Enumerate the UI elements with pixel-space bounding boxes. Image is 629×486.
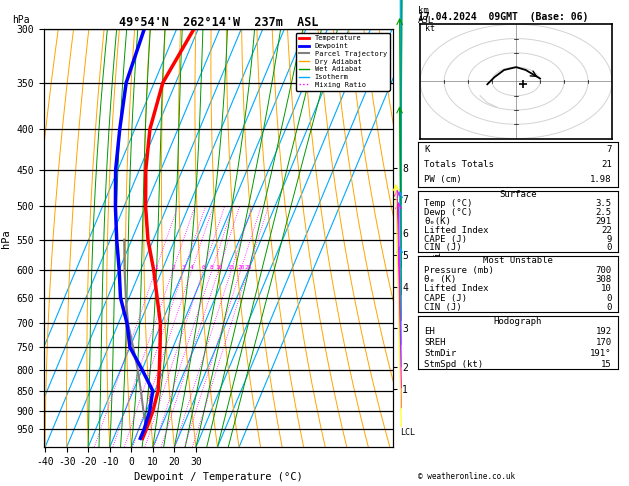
Text: Surface: Surface [499,191,537,199]
Text: 10: 10 [215,265,223,270]
Text: 0: 0 [606,243,611,252]
Text: 20: 20 [237,265,245,270]
Text: © weatheronline.co.uk: © weatheronline.co.uk [418,472,515,481]
Text: 17.04.2024  09GMT  (Base: 06): 17.04.2024 09GMT (Base: 06) [418,12,589,22]
Text: 191°: 191° [590,349,611,358]
Y-axis label: hPa: hPa [1,229,11,247]
Text: PW (cm): PW (cm) [425,175,462,184]
Text: CIN (J): CIN (J) [425,243,462,252]
Text: CAPE (J): CAPE (J) [425,235,467,243]
Text: 6: 6 [201,265,205,270]
Text: 1: 1 [154,265,157,270]
Text: θₑ (K): θₑ (K) [425,275,457,284]
Text: hPa: hPa [13,15,30,25]
Text: 15: 15 [601,360,611,368]
Text: Lifted Index: Lifted Index [425,226,489,235]
Text: 1.98: 1.98 [590,175,611,184]
Text: 9: 9 [606,235,611,243]
Text: 8: 8 [210,265,214,270]
Text: CAPE (J): CAPE (J) [425,294,467,303]
Text: 0: 0 [606,303,611,312]
Text: Most Unstable: Most Unstable [483,256,553,265]
Text: EH: EH [425,328,435,336]
Text: 3.5: 3.5 [596,199,611,208]
Text: CIN (J): CIN (J) [425,303,462,312]
Text: 15: 15 [228,265,235,270]
Text: 2.5: 2.5 [596,208,611,217]
Text: θₑ(K): θₑ(K) [425,217,451,226]
Text: 291: 291 [596,217,611,226]
Text: km
ASL: km ASL [418,5,433,25]
Text: SREH: SREH [425,338,446,347]
Text: Dewp (°C): Dewp (°C) [425,208,472,217]
Text: 7: 7 [606,145,611,154]
Text: 21: 21 [601,160,611,169]
Text: 25: 25 [245,265,252,270]
Text: Lifted Index: Lifted Index [425,284,489,293]
Text: kt: kt [425,24,435,34]
Text: Totals Totals: Totals Totals [425,160,494,169]
Text: Hodograph: Hodograph [494,317,542,326]
Text: Mixing Ratio (g/kg): Mixing Ratio (g/kg) [434,211,443,307]
Text: 308: 308 [596,275,611,284]
Text: 192: 192 [596,328,611,336]
Text: 700: 700 [596,265,611,275]
Text: 22: 22 [601,226,611,235]
Text: StmSpd (kt): StmSpd (kt) [425,360,484,368]
Text: 2: 2 [171,265,175,270]
X-axis label: Dewpoint / Temperature (°C): Dewpoint / Temperature (°C) [134,472,303,483]
Text: 4: 4 [190,265,194,270]
Text: K: K [425,145,430,154]
Text: 170: 170 [596,338,611,347]
Text: 3: 3 [182,265,186,270]
Text: 10: 10 [601,284,611,293]
Text: StmDir: StmDir [425,349,457,358]
Text: 0: 0 [606,294,611,303]
Text: Pressure (mb): Pressure (mb) [425,265,494,275]
Legend: Temperature, Dewpoint, Parcel Trajectory, Dry Adiabat, Wet Adiabat, Isotherm, Mi: Temperature, Dewpoint, Parcel Trajectory… [296,33,389,90]
Text: LCL: LCL [400,429,415,437]
Title: 49°54'N  262°14'W  237m  ASL: 49°54'N 262°14'W 237m ASL [119,16,318,29]
Text: Temp (°C): Temp (°C) [425,199,472,208]
